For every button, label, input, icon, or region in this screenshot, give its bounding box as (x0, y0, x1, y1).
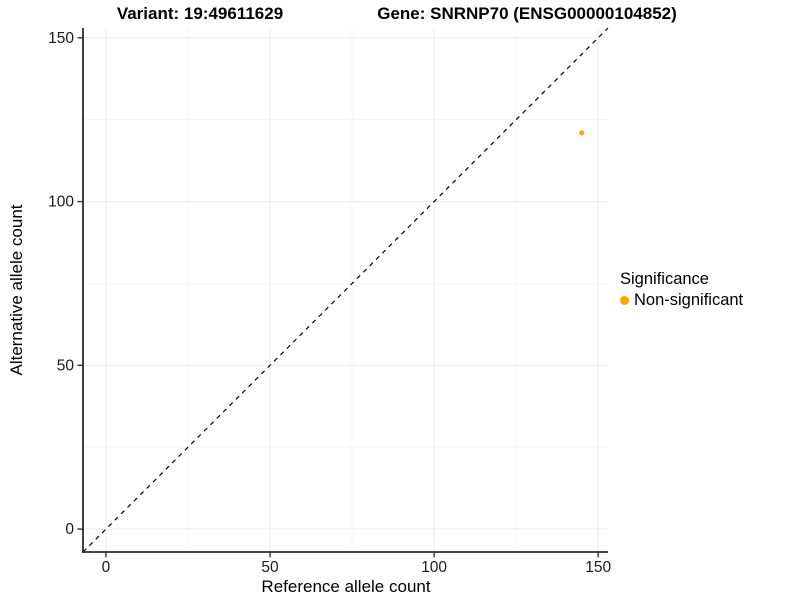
legend: Significance Non-significant (620, 269, 743, 310)
legend-point-icon (620, 296, 629, 305)
data-point (579, 130, 585, 136)
legend-item-label: Non-significant (634, 291, 744, 309)
x-tick-label: 150 (585, 559, 611, 576)
plot-title-gene: Gene: SNRNP70 (ENSG00000104852) (377, 4, 677, 23)
y-tick-label: 50 (57, 357, 75, 374)
identity-line (82, 27, 609, 553)
legend-title: Significance (620, 270, 709, 288)
y-tick-label: 0 (65, 521, 74, 538)
x-tick-label: 50 (261, 559, 279, 576)
plot-title-variant: Variant: 19:49611629 (116, 4, 284, 23)
y-tick-label: 150 (48, 30, 74, 47)
legend-item-non-significant: Non-significant (620, 291, 743, 310)
x-axis-title: Reference allele count (261, 577, 431, 596)
x-tick-label: 0 (102, 559, 111, 576)
y-tick-label: 100 (48, 194, 74, 211)
y-axis-title: Alternative allele count (7, 204, 26, 376)
x-tick-label: 100 (421, 559, 447, 576)
